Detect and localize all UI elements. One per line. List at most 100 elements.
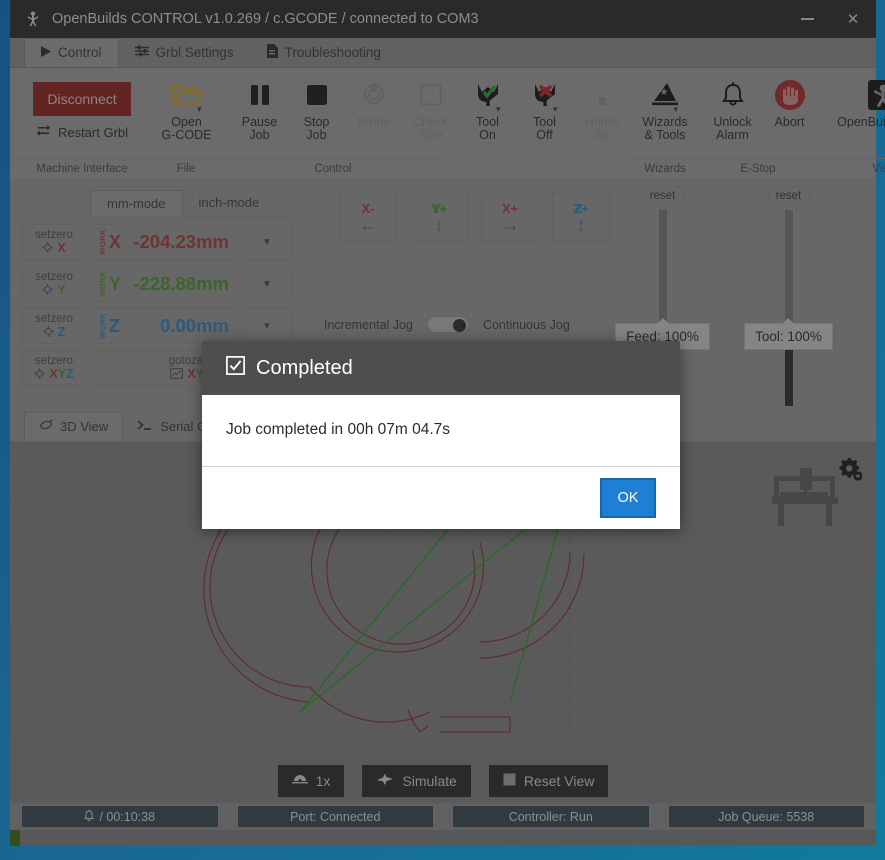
tool-off-button[interactable]: ▾ Tool Off <box>516 74 573 142</box>
chevron-down-icon: ▾ <box>495 104 501 114</box>
jog-y-minus-label: Y- <box>432 200 446 216</box>
group-label-estop: E-Stop <box>700 158 816 179</box>
probe-button[interactable]: Probe <box>345 74 402 129</box>
wizards-and-tools-button[interactable]: ▾ Wizards & Tools <box>634 74 696 142</box>
jog-mode-row: Incremental Jog Continuous Jog <box>320 316 600 333</box>
square-icon <box>503 773 516 789</box>
coord-display-y[interactable]: WORK Y -228.88mm <box>90 266 238 302</box>
restart-grbl-button[interactable]: Restart Grbl <box>36 124 128 140</box>
setzero-x-button[interactable]: setzero X <box>22 224 86 260</box>
jog-x-plus-button[interactable]: X+ → <box>481 192 539 242</box>
ribbon-group-file: ▾ Open G-CODE File <box>148 68 225 179</box>
probe-label: Probe <box>356 115 391 129</box>
ribbon-group-estop: Unlock Alarm Abort E-Stop <box>700 68 818 179</box>
status-job-queue[interactable]: Job Queue: 5538 <box>668 806 864 827</box>
dialog-ok-button[interactable]: OK <box>600 478 656 518</box>
setzero-z-button[interactable]: setzero Z <box>22 308 86 344</box>
jog-mode-toggle[interactable] <box>426 316 469 333</box>
tab-troubleshooting-label: Troubleshooting <box>284 45 381 60</box>
coord-display-x[interactable]: WORK X -204.23mm <box>90 224 238 260</box>
window-title: OpenBuilds CONTROL v1.0.269 / c.GCODE / … <box>52 11 479 27</box>
arrow-left-icon: ← <box>358 214 378 236</box>
setzero-y-axis: Y <box>57 283 66 297</box>
axis-label-y: Y <box>109 273 122 294</box>
jog-x-minus-button[interactable]: X- ← <box>339 192 397 242</box>
group-label-wizards: Wizards <box>630 158 700 179</box>
ribbon-group-wizards: ▾ Wizards & Tools Wizards <box>630 68 700 179</box>
setzero-y-label: setzero <box>35 270 73 283</box>
plane-icon <box>376 773 394 789</box>
unit-mode-tabs: mm-mode inch-mode <box>90 190 292 218</box>
dro-dropdown-y[interactable]: ▼ <box>242 266 292 302</box>
feed-reset-button[interactable]: reset <box>641 186 684 206</box>
tool-off-icon: ▾ <box>530 76 560 114</box>
tab-grbl-settings[interactable]: Grbl Settings <box>119 38 250 67</box>
tool-on-button[interactable]: ▾ Tool On <box>459 74 516 142</box>
status-controller[interactable]: Controller: Run <box>453 806 649 827</box>
tool-off-label-top: Tool <box>533 115 556 129</box>
jog-panel: Y+ ↑ Z+ ↑ X- ← Y- ↓ <box>300 180 610 412</box>
check-size-button[interactable]: Check Size <box>402 74 459 142</box>
crosshair-icon <box>34 367 46 382</box>
playback-speed-button[interactable]: 1x <box>277 765 345 797</box>
abort-button[interactable]: Abort <box>761 74 818 129</box>
group-label-control: Control <box>225 158 441 179</box>
tab-inch-mode[interactable]: inch-mode <box>198 195 260 210</box>
disconnect-button[interactable]: Disconnect <box>33 82 131 116</box>
home-label-top: Home <box>584 115 619 129</box>
unlock-alarm-label-top: Unlock <box>713 115 752 129</box>
tab-mm-mode[interactable]: mm-mode <box>90 190 183 217</box>
axis-label-x: X <box>109 231 122 252</box>
simulate-button[interactable]: Simulate <box>362 765 471 797</box>
sliders-icon <box>134 45 149 60</box>
bell-icon <box>84 809 95 824</box>
home-label-bottom: All <box>594 128 609 142</box>
jog-y-minus-button[interactable]: Y- ↓ <box>410 192 468 242</box>
setzero-xyz-button[interactable]: setzero XYZ <box>22 350 86 386</box>
tab-troubleshooting[interactable]: Troubleshooting <box>250 38 397 67</box>
unlock-alarm-button[interactable]: Unlock Alarm <box>704 74 761 142</box>
minimize-button[interactable] <box>784 0 830 38</box>
tab-grbl-settings-label: Grbl Settings <box>155 45 234 60</box>
tool-reset-button[interactable]: reset <box>767 186 810 206</box>
chevron-down-icon: ▼ <box>262 278 272 290</box>
status-runtime[interactable]: / 00:10:38 <box>22 806 218 827</box>
tab-3d-view[interactable]: 3D View <box>24 412 124 441</box>
dro-row-y: setzero Y WORK Y -228.88mm ▼ <box>22 266 292 302</box>
stop-icon <box>303 76 331 114</box>
tool-override-tooltip: Tool: 100% <box>744 318 833 350</box>
abort-hand-icon <box>773 76 807 114</box>
jog-z-minus-button[interactable]: Z- ↓ <box>552 192 610 242</box>
tab-control[interactable]: Control <box>24 38 119 67</box>
tool-on-label-bottom: On <box>479 128 496 142</box>
footer-bar <box>10 830 876 846</box>
setzero-x-label: setzero <box>35 228 73 241</box>
openbuilds-com-button[interactable]: OpenBuilds.com <box>828 74 885 129</box>
group-label-machine-interface: Machine Interface <box>16 158 148 179</box>
open-gcode-button[interactable]: ▾ Open G-CODE <box>158 74 215 142</box>
setzero-z-axis: Z <box>57 325 66 339</box>
dro-panel: mm-mode inch-mode setzero X WORK X <box>10 180 300 412</box>
chevron-down-icon: ▼ <box>262 236 272 248</box>
dro-dropdown-x[interactable]: ▼ <box>242 224 292 260</box>
close-icon[interactable]: ✕ <box>846 11 860 28</box>
pause-icon <box>246 76 274 114</box>
check-size-label-bottom: Size <box>418 128 443 142</box>
pause-job-button[interactable]: Pause Job <box>231 74 288 142</box>
coord-display-z[interactable]: WORK Z 0.00mm <box>90 308 238 344</box>
axis-label-z: Z <box>109 315 120 336</box>
crosshair-icon <box>42 283 54 298</box>
openbuilds-com-label: OpenBuilds.com <box>837 115 885 129</box>
cnc-machine-icon[interactable] <box>762 452 863 530</box>
arrow-down-icon: ↓ <box>576 214 586 236</box>
home-all-button[interactable]: Home All <box>573 74 630 142</box>
status-port[interactable]: Port: Connected <box>237 806 433 827</box>
reset-view-button[interactable]: Reset View <box>488 765 609 797</box>
setzero-y-button[interactable]: setzero Y <box>22 266 86 302</box>
chart-line-icon <box>170 367 184 382</box>
open-gcode-label-top: Open <box>171 115 202 129</box>
coord-value-x: -204.23mm <box>133 231 229 252</box>
stop-job-button[interactable]: Stop Job <box>288 74 345 142</box>
viewport-button-bar: 1x Simulate Reset View <box>10 765 876 797</box>
group-label-visit: Visit <box>818 158 885 179</box>
